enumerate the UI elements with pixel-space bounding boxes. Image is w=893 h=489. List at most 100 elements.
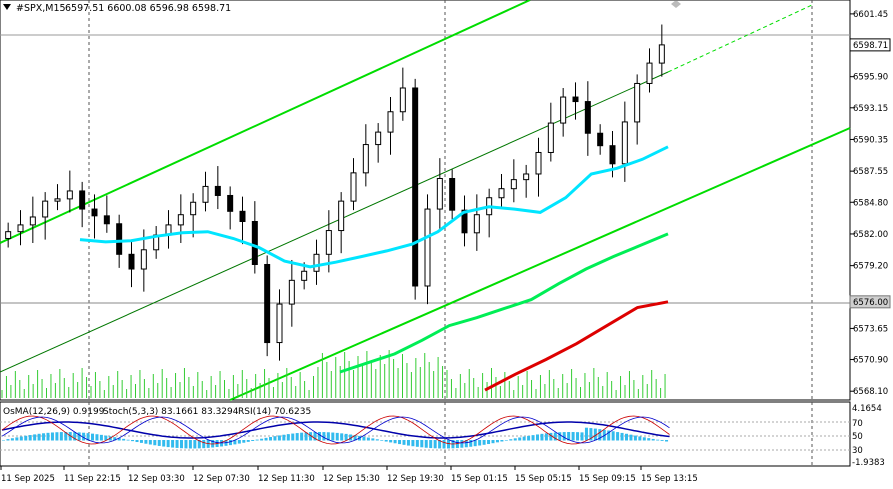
osma-bar <box>184 440 188 449</box>
candle-body <box>190 201 197 216</box>
indicator-axis-label: 70 <box>852 419 863 429</box>
indicator-axis: 4.1654 70 50 30 -1.9383 <box>852 404 885 468</box>
osma-bar <box>527 435 531 441</box>
osma-bar <box>442 440 446 449</box>
candle-body <box>584 101 591 134</box>
osma-bar <box>598 429 602 441</box>
time-tick-label: 12 Sep 03:30 <box>128 474 185 484</box>
candle-body <box>301 270 308 281</box>
channel-mid-line <box>0 71 669 373</box>
time-axis[interactable]: 11 Sep 2025 11 Sep 22:15 12 Sep 03:30 12 Se… <box>0 466 698 484</box>
osma-bar <box>366 437 370 441</box>
osma-bar <box>487 440 491 445</box>
candle-body <box>91 208 98 217</box>
osma-bar <box>135 440 139 443</box>
rsi-label: RSI(14) 70.6235 <box>238 407 311 417</box>
macd-line <box>1 421 670 439</box>
osma-bar <box>398 440 402 445</box>
time-tick-label: 12 Sep 19:30 <box>387 474 444 484</box>
osma-bar <box>660 440 664 441</box>
osma-bar <box>246 440 250 442</box>
osma-bar <box>478 440 482 446</box>
osma-bar <box>269 437 272 441</box>
osma-bar <box>656 439 660 441</box>
osma-bar <box>188 440 192 449</box>
osma-bar <box>37 433 41 441</box>
osma-bar <box>362 436 366 441</box>
osma-bar <box>473 440 477 447</box>
osma-bar <box>153 440 157 446</box>
osma-label: OsMA(12,26,9) 0.9199 <box>3 407 105 417</box>
osma-bar <box>237 440 241 444</box>
osma-bar <box>313 432 317 441</box>
osma-bar <box>82 432 86 441</box>
osma-bar <box>531 435 535 441</box>
osma-bar <box>335 432 339 441</box>
osma-bar <box>291 433 295 441</box>
moving-averages <box>79 145 669 392</box>
osma-bar <box>73 432 77 441</box>
candle-body <box>572 96 579 103</box>
osma-bar <box>300 432 304 441</box>
price-tick-label: 6576.00 <box>853 298 888 308</box>
osma-bar <box>157 440 161 446</box>
osma-bar <box>282 434 286 441</box>
osma-bar <box>424 440 428 448</box>
stoch-label: Stoch(5,3,3) 83.1661 83.3294 <box>103 407 239 417</box>
osma-bar <box>411 440 415 447</box>
diamond-marker-icon <box>671 0 681 8</box>
osma-bar <box>309 432 313 441</box>
candle-body <box>498 188 505 199</box>
osma-bar <box>113 437 117 441</box>
osma-bar <box>469 440 473 447</box>
osma-bar <box>295 433 299 441</box>
osma-bar <box>460 440 464 448</box>
main-pane-frame <box>0 0 851 401</box>
osma-bar <box>393 440 397 444</box>
candle-body <box>646 62 653 84</box>
candle-body <box>350 172 357 202</box>
candle-body <box>54 198 61 202</box>
osma-bar <box>380 440 384 441</box>
candle-body <box>609 145 616 165</box>
osma-bar <box>402 440 406 445</box>
price-tick-label: 6582.00 <box>853 230 888 240</box>
last-price-tag <box>849 38 891 52</box>
time-tick-label: 11 Sep 2025 <box>1 474 55 484</box>
candles <box>5 24 665 361</box>
candle-body <box>79 190 86 210</box>
osma-bar <box>2 440 5 441</box>
osma-bar <box>638 436 642 441</box>
osma-bar <box>197 440 201 449</box>
osma-bar <box>509 439 513 441</box>
osma-bar <box>24 435 28 441</box>
osma-bar <box>162 440 166 447</box>
candle-body <box>66 190 73 200</box>
osma-bar <box>607 430 611 441</box>
candle-body <box>560 96 567 124</box>
osma-bar <box>322 432 326 441</box>
osma-bar <box>589 428 593 441</box>
triangle-down-icon[interactable] <box>3 4 11 10</box>
osma-bar <box>286 434 290 441</box>
osma-bar <box>19 436 23 441</box>
price-axis[interactable]: 6601.45 6598.71 6595.90 6593.15 6590.35 6587.… <box>849 10 891 397</box>
candle-body <box>399 87 406 113</box>
price-tick-label: 6570.90 <box>853 356 888 366</box>
osma-bar <box>651 438 655 441</box>
osma-bar <box>580 432 584 441</box>
candle-body <box>461 209 468 234</box>
candle-body <box>17 224 24 233</box>
osma-bar <box>86 433 90 441</box>
osma-bar <box>122 438 126 441</box>
osma-bar <box>55 432 59 441</box>
osma-bar <box>117 437 121 441</box>
stoch-main-line <box>1 415 670 445</box>
osma-bar <box>540 433 544 441</box>
price-tick-label: 6590.35 <box>853 135 888 145</box>
osma-bar <box>42 433 46 441</box>
candle-body <box>103 215 110 225</box>
osma-bar <box>647 438 651 441</box>
